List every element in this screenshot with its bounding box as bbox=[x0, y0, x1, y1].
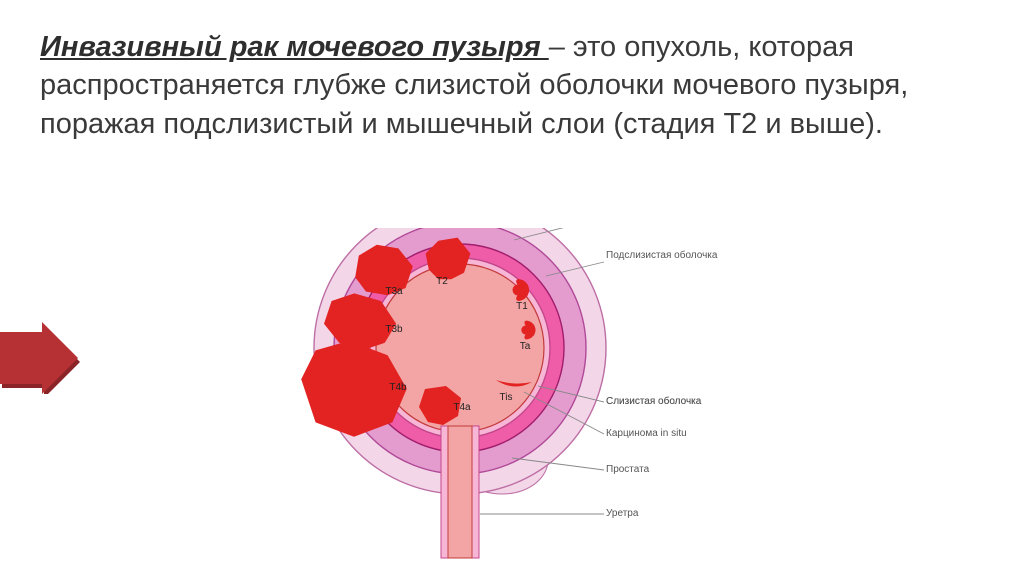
svg-text:Уретра: Уретра bbox=[606, 508, 639, 519]
slide: Инвазивный рак мочевого пузыря – это опу… bbox=[0, 0, 1024, 574]
svg-text:Подслизистая оболочка: Подслизистая оболочка bbox=[606, 249, 718, 261]
svg-text:T4a: T4a bbox=[453, 402, 471, 413]
svg-text:T1: T1 bbox=[516, 301, 528, 312]
svg-text:Простата: Простата bbox=[606, 464, 650, 475]
svg-text:Слизистая оболочка: Слизистая оболочка bbox=[606, 395, 702, 407]
svg-text:Ta: Ta bbox=[520, 341, 531, 352]
title-block: Инвазивный рак мочевого пузыря – это опу… bbox=[40, 28, 984, 143]
svg-text:Tis: Tis bbox=[500, 392, 513, 403]
arrow-decor-icon bbox=[0, 322, 80, 394]
svg-text:T3a: T3a bbox=[385, 286, 403, 297]
title-lead: Инвазивный рак мочевого пузыря bbox=[40, 31, 549, 63]
svg-text:T4b: T4b bbox=[389, 382, 407, 393]
svg-text:T2: T2 bbox=[436, 276, 448, 287]
svg-text:Карцинома in situ: Карцинома in situ bbox=[606, 428, 687, 439]
svg-text:T3b: T3b bbox=[385, 324, 403, 335]
bladder-diagram: TaT1TisT2T3aT3bT4aT4bЖировой слойМышечны… bbox=[280, 228, 758, 574]
